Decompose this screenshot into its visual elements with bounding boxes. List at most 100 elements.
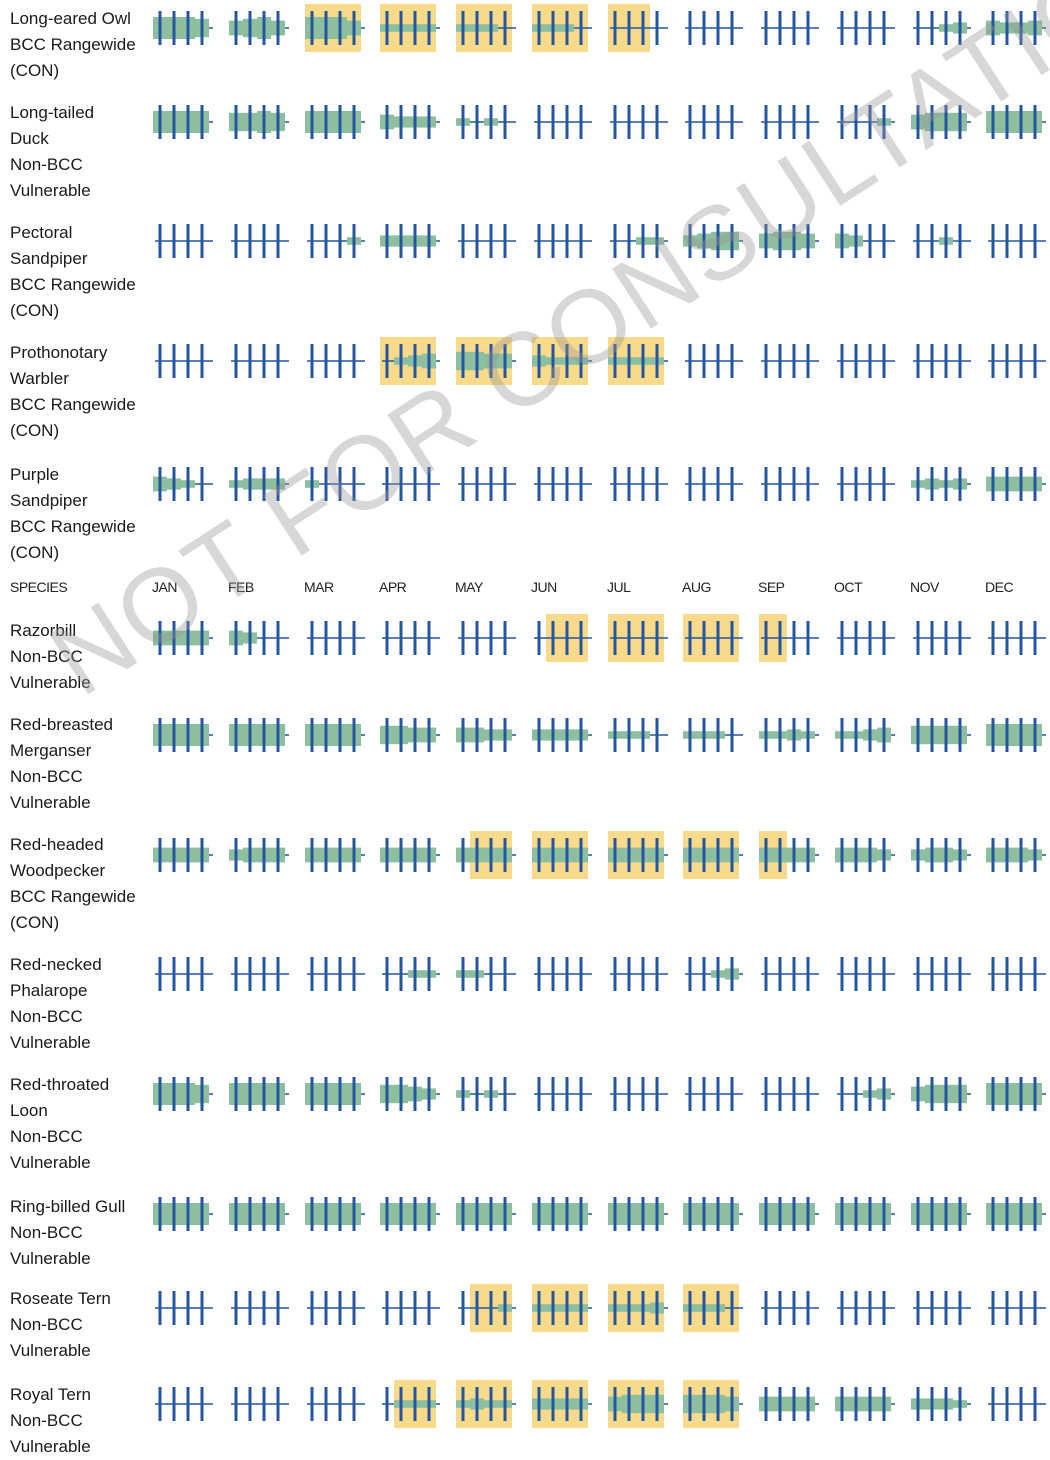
survey-effort-tick [475, 1291, 479, 1325]
survey-effort-tick [958, 224, 962, 258]
survey-effort-tick [461, 105, 465, 139]
survey-effort-tick [613, 224, 617, 258]
survey-effort-tick [882, 621, 886, 655]
survey-effort-tick [916, 1387, 920, 1421]
survey-effort-tick [1005, 11, 1009, 45]
survey-effort-tick [579, 1387, 583, 1421]
survey-effort-tick [641, 957, 645, 991]
survey-effort-tick [551, 1197, 555, 1231]
species-label-line: Loon [10, 1101, 48, 1120]
survey-effort-tick [792, 467, 796, 501]
survey-effort-tick [627, 718, 631, 752]
survey-effort-tick [537, 224, 541, 258]
survey-effort-tick [186, 1291, 190, 1325]
survey-effort-tick [427, 957, 431, 991]
survey-effort-tick [427, 1387, 431, 1421]
survey-effort-tick [882, 1387, 886, 1421]
survey-effort-tick [158, 1197, 162, 1231]
survey-effort-tick [991, 1387, 995, 1421]
survey-effort-tick [916, 1197, 920, 1231]
species-label-line: (CON) [10, 913, 60, 932]
survey-effort-tick [840, 224, 844, 258]
survey-effort-tick [324, 224, 328, 258]
survey-effort-tick [702, 344, 706, 378]
survey-effort-tick [234, 838, 238, 872]
survey-effort-tick [882, 344, 886, 378]
survey-effort-tick [655, 957, 659, 991]
survey-effort-tick [916, 1077, 920, 1111]
survey-effort-tick [854, 344, 858, 378]
survey-effort-tick [186, 718, 190, 752]
survey-effort-tick [234, 1077, 238, 1111]
survey-effort-tick [399, 1077, 403, 1111]
survey-effort-tick [702, 224, 706, 258]
survey-effort-tick [413, 105, 417, 139]
survey-effort-tick [537, 1077, 541, 1111]
survey-effort-tick [716, 621, 720, 655]
survey-effort-tick [262, 621, 266, 655]
survey-effort-tick [868, 467, 872, 501]
survey-effort-tick [1019, 224, 1023, 258]
survey-effort-tick [248, 11, 252, 45]
survey-effort-tick [840, 838, 844, 872]
survey-effort-tick [262, 11, 266, 45]
survey-effort-tick [730, 621, 734, 655]
survey-effort-tick [551, 224, 555, 258]
survey-effort-tick [958, 1077, 962, 1111]
survey-effort-tick [854, 1077, 858, 1111]
survey-effort-tick [324, 1197, 328, 1231]
species-label-line: Sandpiper [10, 249, 88, 268]
survey-effort-tick [655, 1197, 659, 1231]
survey-effort-tick [461, 838, 465, 872]
survey-effort-tick [186, 1077, 190, 1111]
species-label: Ring-billed Gull Non-BCC Vulnerable [10, 1194, 152, 1272]
survey-effort-tick [627, 1077, 631, 1111]
survey-effort-tick [324, 467, 328, 501]
survey-effort-tick [537, 105, 541, 139]
survey-effort-tick [503, 1077, 507, 1111]
survey-effort-tick [655, 1387, 659, 1421]
survey-effort-tick [1005, 957, 1009, 991]
month-header-may: MAY [455, 579, 483, 595]
survey-effort-tick [413, 467, 417, 501]
survey-effort-tick [172, 224, 176, 258]
survey-effort-tick [840, 105, 844, 139]
survey-effort-tick [385, 1197, 389, 1231]
survey-effort-tick [385, 621, 389, 655]
species-label-line: Vulnerable [10, 673, 91, 692]
survey-effort-tick [613, 105, 617, 139]
survey-effort-tick [944, 838, 948, 872]
survey-effort-tick [399, 467, 403, 501]
survey-effort-tick [565, 1077, 569, 1111]
survey-effort-tick [234, 1291, 238, 1325]
species-label-line: Long-eared Owl [10, 9, 131, 28]
survey-effort-tick [158, 105, 162, 139]
survey-effort-tick [579, 467, 583, 501]
survey-effort-tick [310, 11, 314, 45]
month-header-nov: NOV [910, 579, 939, 595]
survey-effort-tick [730, 1197, 734, 1231]
species-label-line: Sandpiper [10, 491, 88, 510]
survey-effort-tick [716, 957, 720, 991]
survey-effort-tick [944, 11, 948, 45]
survey-effort-tick [276, 718, 280, 752]
survey-effort-tick [1005, 105, 1009, 139]
survey-effort-tick [475, 467, 479, 501]
survey-effort-tick [991, 1077, 995, 1111]
survey-effort-tick [186, 224, 190, 258]
survey-effort-tick [655, 838, 659, 872]
survey-effort-tick [579, 718, 583, 752]
survey-effort-tick [655, 1077, 659, 1111]
survey-effort-tick [200, 224, 204, 258]
survey-effort-tick [352, 1077, 356, 1111]
survey-effort-tick [399, 1387, 403, 1421]
survey-effort-tick [248, 957, 252, 991]
survey-effort-tick [854, 224, 858, 258]
species-label-line: Purple [10, 465, 60, 484]
survey-effort-tick [930, 105, 934, 139]
survey-effort-tick [537, 1291, 541, 1325]
survey-effort-tick [1005, 344, 1009, 378]
survey-effort-tick [579, 1197, 583, 1231]
survey-effort-tick [579, 1077, 583, 1111]
survey-effort-tick [730, 105, 734, 139]
